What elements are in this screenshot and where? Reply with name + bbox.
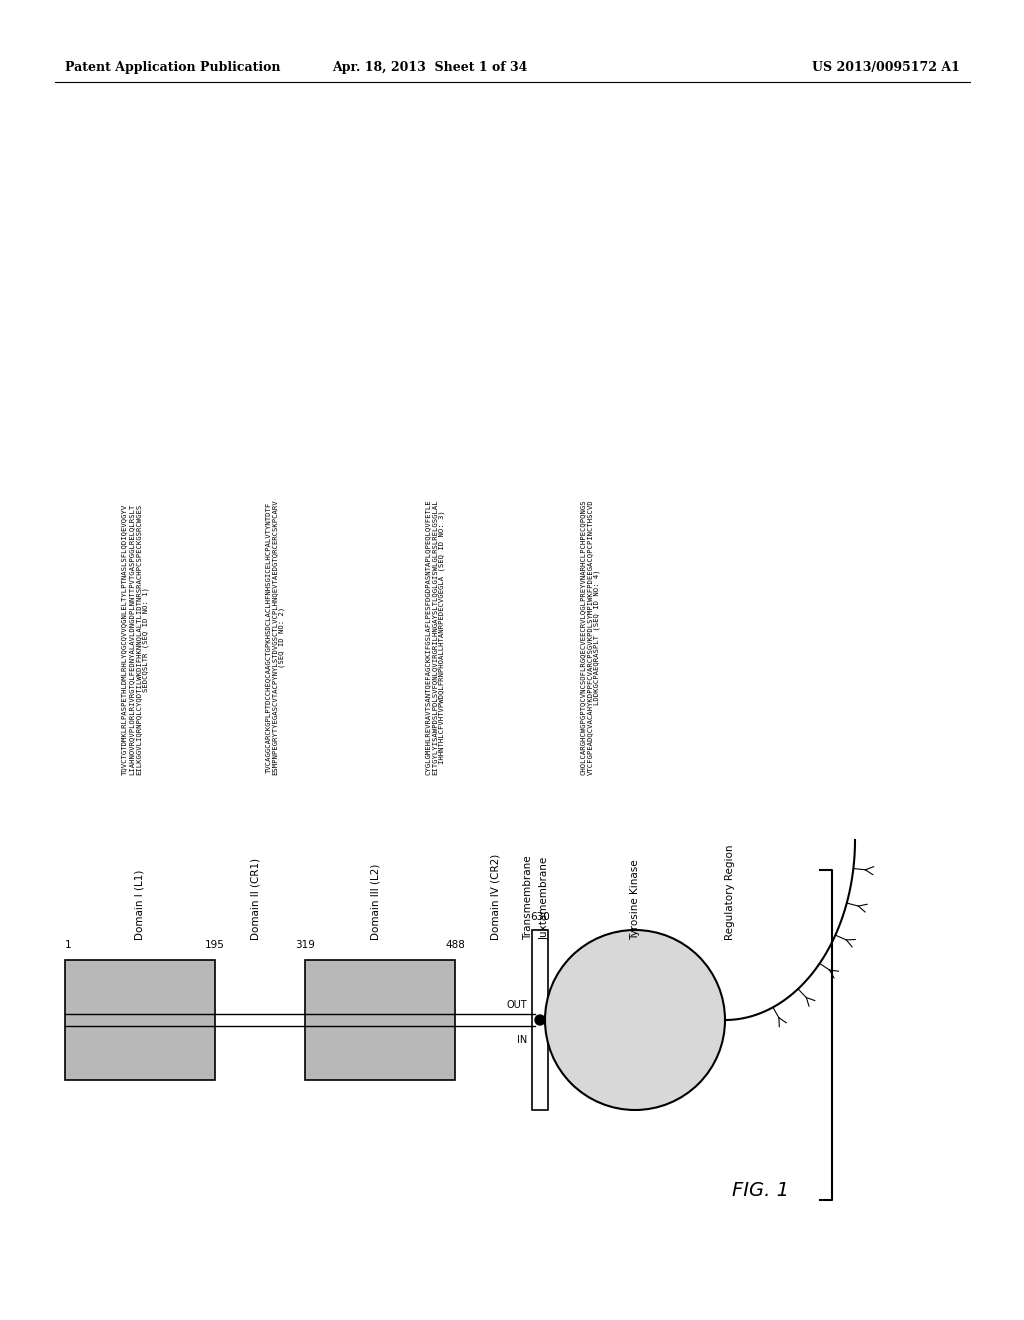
- Text: Domain IV (CR2): Domain IV (CR2): [490, 854, 500, 940]
- Text: 1: 1: [65, 940, 72, 950]
- Text: Juxtamembrane: Juxtamembrane: [540, 857, 550, 940]
- Text: Patent Application Publication: Patent Application Publication: [65, 62, 281, 74]
- Text: 488: 488: [445, 940, 465, 950]
- Text: 319: 319: [295, 940, 315, 950]
- Text: Apr. 18, 2013  Sheet 1 of 34: Apr. 18, 2013 Sheet 1 of 34: [333, 62, 527, 74]
- Text: Domain I (L1): Domain I (L1): [135, 870, 145, 940]
- Text: Transmembrane: Transmembrane: [523, 855, 534, 940]
- Text: CYGLGMEHLREVRAVTSANTQEFAGCKKIFGSLAFLPESFDGDPASNTAPLQPEQLQVFETLE
EITGYLYISAWPDSLP: CYGLGMEHLREVRAVTSANTQEFAGCKKIFGSLAFLPESF…: [425, 499, 445, 775]
- Circle shape: [535, 1015, 545, 1026]
- Text: IN: IN: [517, 1035, 527, 1045]
- Bar: [305, 960, 455, 1080]
- Text: TQVCTGTDMKLRLPASPETHLDMLRHLYQGCQVVQGNLELTYLPTNASLSFLQDIQEVQGYV
LIAHNOVRQVPLORLRI: TQVCTGTDMKLRLPASPETHLDMLRHLYQGCQVVQGNLEL…: [121, 504, 148, 775]
- Text: Tyrosine Kinase: Tyrosine Kinase: [630, 859, 640, 940]
- Circle shape: [545, 931, 725, 1110]
- Text: Regulatory Region: Regulatory Region: [725, 845, 735, 940]
- Text: OUT: OUT: [507, 1001, 527, 1010]
- Bar: [65, 960, 215, 1080]
- Bar: [532, 931, 548, 1110]
- Text: CHOLCARGHCWGPGPTQCVNCSOFLRGQECVEECRVLQGLPREYVNARHCLPCHPECQPQNGS
VTCFGPEADQCVACAH: CHOLCARGHCWGPGPTQCVNCSOFLRGQECVEECRVLQGL…: [580, 499, 600, 775]
- Text: Domain III (L2): Domain III (L2): [370, 863, 380, 940]
- Text: 195: 195: [205, 940, 225, 950]
- Text: Domain II (CR1): Domain II (CR1): [250, 858, 260, 940]
- Text: FIG. 1: FIG. 1: [731, 1180, 788, 1200]
- Text: TVCAGGCARCKGPLPTDCCHEQCAAGCTGPKHSDCLACLHFNHSGICELHCPALVTYNTDTF
ESMPNPEGRYTYEGASC: TVCAGGCARCKGPLPTDCCHEQCAAGCTGPKHSDCLACLH…: [265, 499, 286, 775]
- Text: US 2013/0095172 A1: US 2013/0095172 A1: [812, 62, 961, 74]
- Text: 630: 630: [530, 912, 550, 921]
